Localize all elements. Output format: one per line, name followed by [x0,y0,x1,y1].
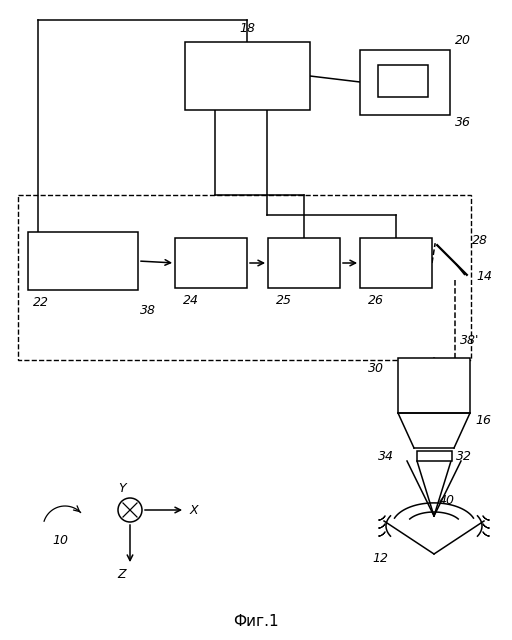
Bar [378,65,428,97]
Text: X: X [190,504,199,516]
Bar [398,358,470,413]
Text: 18: 18 [239,22,255,35]
Text: 26: 26 [368,294,384,307]
Bar [268,238,340,288]
Text: 36: 36 [455,116,471,129]
Text: 12: 12 [372,552,388,566]
Text: 38': 38' [460,333,479,346]
Text: 14: 14 [476,271,492,284]
Bar [175,238,247,288]
Bar [185,42,310,110]
Text: 22: 22 [33,296,49,308]
Text: 20: 20 [455,33,471,47]
Text: 38: 38 [140,303,156,317]
Text: 30: 30 [368,362,384,374]
Text: 10: 10 [52,534,68,547]
Text: Y: Y [118,481,126,495]
Text: 32: 32 [456,449,472,463]
Bar [417,451,452,461]
Text: 24: 24 [183,294,199,307]
Text: 25: 25 [276,294,292,307]
Bar [18,195,471,360]
Text: 40: 40 [439,495,455,508]
Text: Фиг.1: Фиг.1 [233,614,279,630]
Text: 28: 28 [472,234,488,246]
Text: Z: Z [118,568,126,582]
Bar [28,232,138,290]
Text: 34: 34 [378,449,394,463]
Bar [360,238,432,288]
Bar [360,50,450,115]
Text: 16: 16 [475,415,491,428]
